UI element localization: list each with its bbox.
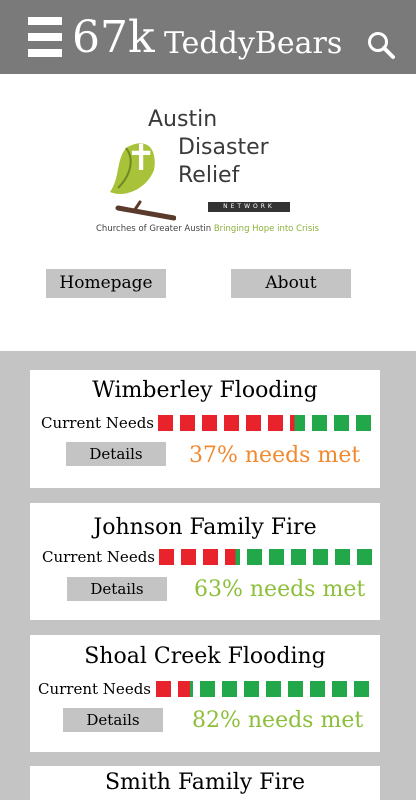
needs-segment: [158, 415, 173, 431]
current-needs-label: Current Needs: [38, 680, 151, 698]
needs-segment: [356, 415, 371, 431]
needs-segment: [246, 415, 261, 431]
needs-progress-bar: [159, 549, 379, 565]
needs-segment: [200, 681, 215, 697]
logo-wordmark: Austin Disaster Relief: [148, 107, 269, 188]
needs-segment: [224, 415, 239, 431]
needs-segment: [332, 681, 347, 697]
needs-progress-bar: [158, 415, 378, 431]
needs-segment: [335, 549, 350, 565]
disaster-card: Johnson Family Fire Current Needs Detail…: [30, 503, 380, 620]
needs-segment: [313, 549, 328, 565]
needs-segment: [222, 681, 237, 697]
austin-disaster-relief-logo: ✝ Austin Disaster Relief NETWORK Churche…: [96, 106, 356, 246]
disaster-card: Smith Family Fire: [30, 766, 380, 800]
card-title: Wimberley Flooding: [92, 378, 318, 403]
homepage-button[interactable]: Homepage: [46, 269, 166, 298]
card-title: Johnson Family Fire: [93, 515, 317, 540]
needs-segment: [225, 549, 240, 565]
logo-leaf-icon: ✝: [110, 138, 176, 221]
needs-segment: [202, 415, 217, 431]
needs-segment: [268, 415, 283, 431]
about-button[interactable]: About: [231, 269, 351, 298]
needs-segment: [288, 681, 303, 697]
needs-segment: [247, 549, 262, 565]
card-title: Smith Family Fire: [104, 770, 306, 795]
svg-text:✝: ✝: [126, 138, 156, 179]
disaster-card: Wimberley Flooding Current Needs Details…: [30, 370, 380, 488]
details-button[interactable]: Details: [66, 442, 166, 466]
needs-segment: [178, 681, 193, 697]
brand-name: TeddyBears: [164, 26, 343, 61]
details-button[interactable]: Details: [63, 708, 163, 732]
needs-met-percent: 37% needs met: [189, 443, 361, 468]
needs-segment: [181, 549, 196, 565]
needs-segment: [180, 415, 195, 431]
needs-progress-bar: [156, 681, 376, 697]
details-button[interactable]: Details: [67, 577, 167, 601]
needs-segment: [203, 549, 218, 565]
needs-segment: [334, 415, 349, 431]
needs-segment: [266, 681, 281, 697]
search-icon[interactable]: [366, 30, 396, 60]
hamburger-menu-icon[interactable]: [28, 17, 62, 57]
logo-tagline: Churches of Greater Austin Bringing Hope…: [96, 224, 320, 234]
needs-segment: [357, 549, 372, 565]
needs-segment: [354, 681, 369, 697]
needs-segment: [269, 549, 284, 565]
needs-met-percent: 63% needs met: [194, 577, 366, 602]
needs-segment: [290, 415, 305, 431]
needs-segment: [291, 549, 306, 565]
needs-met-percent: 82% needs met: [192, 708, 364, 733]
needs-segment: [159, 549, 174, 565]
needs-segment: [310, 681, 325, 697]
current-needs-label: Current Needs: [42, 548, 155, 566]
disaster-card: Shoal Creek Flooding Current Needs Detai…: [30, 635, 380, 752]
logo-network-label: NETWORK: [208, 202, 290, 212]
needs-segment: [312, 415, 327, 431]
card-title: Shoal Creek Flooding: [84, 644, 326, 669]
top-bar: 67k TeddyBears: [0, 0, 416, 74]
needs-segment: [156, 681, 171, 697]
needs-segment: [244, 681, 259, 697]
current-needs-label: Current Needs: [41, 414, 154, 432]
follower-count: 67k: [72, 12, 155, 63]
site-header: ✝ Austin Disaster Relief NETWORK Churche…: [0, 74, 416, 351]
